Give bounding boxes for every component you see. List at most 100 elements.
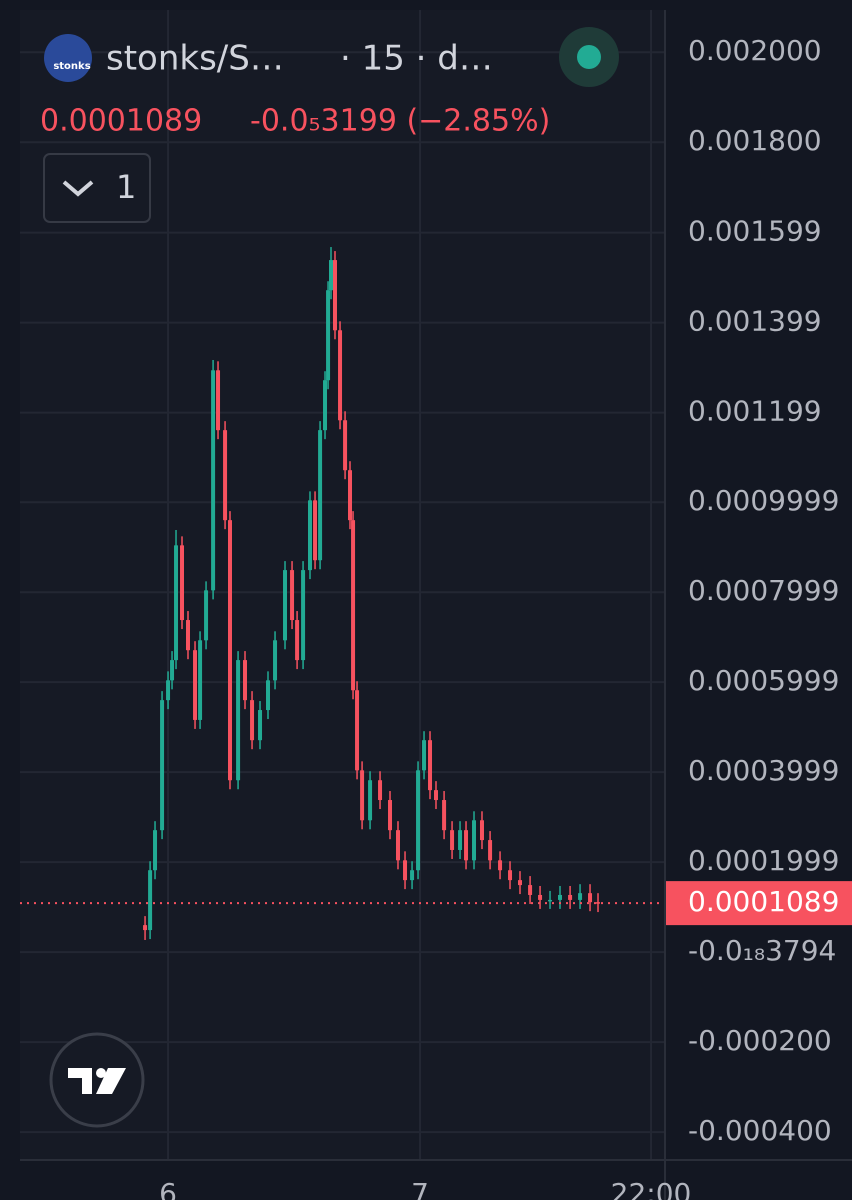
candle-body bbox=[204, 590, 209, 641]
candle-body bbox=[170, 660, 175, 681]
candle-body bbox=[422, 740, 427, 771]
candle-body bbox=[323, 380, 328, 431]
candle-body bbox=[458, 830, 463, 850]
candle-body bbox=[236, 660, 241, 781]
candle-body bbox=[416, 770, 421, 871]
candle-body bbox=[360, 770, 365, 821]
candle-body bbox=[160, 700, 165, 831]
y-tick-label: 0.002000 bbox=[688, 34, 822, 67]
x-tick-label: 7 bbox=[411, 1177, 429, 1200]
chevron-icon bbox=[62, 180, 94, 197]
candle-body bbox=[338, 330, 343, 421]
price-axis: 0.002000 0.001800 0.001599 0.001399 0.001199… bbox=[159, 34, 852, 1200]
candles bbox=[20, 247, 665, 940]
candle-body bbox=[301, 570, 306, 661]
x-tick-label: 6 bbox=[159, 1177, 177, 1200]
candle-body bbox=[368, 780, 373, 821]
y-tick-label: 0.001599 bbox=[688, 215, 822, 248]
indicator-count: 1 bbox=[116, 168, 136, 206]
candle-body bbox=[266, 680, 271, 711]
grid bbox=[20, 10, 852, 1161]
candle-body bbox=[428, 740, 433, 791]
y-tick-label: 0.0005999 bbox=[688, 664, 839, 697]
candle-body bbox=[295, 620, 300, 661]
symbol[interactable]: stonks/S… bbox=[106, 39, 284, 79]
candle-body bbox=[568, 894, 573, 900]
candle-body bbox=[558, 894, 563, 900]
x-tick-label: 22:00 bbox=[611, 1177, 692, 1200]
y-tick-label: 0.0001999 bbox=[688, 844, 839, 877]
candle-body bbox=[273, 640, 278, 681]
candle-body bbox=[258, 710, 263, 741]
candle-body bbox=[148, 870, 153, 931]
candle-body bbox=[348, 470, 353, 521]
candle-body bbox=[355, 690, 360, 771]
candle-body bbox=[578, 893, 583, 900]
candle-body bbox=[588, 893, 593, 903]
candle-body bbox=[388, 800, 393, 831]
candle-body bbox=[250, 700, 255, 741]
candle-body bbox=[528, 885, 533, 895]
candle-body bbox=[153, 830, 158, 871]
candle-body bbox=[434, 790, 439, 801]
candle-body bbox=[308, 500, 313, 571]
y-tick-label: 0.001800 bbox=[688, 124, 822, 157]
y-tick-label: -0.000400 bbox=[688, 1114, 832, 1147]
candle-body bbox=[442, 800, 447, 831]
logo[interactable] bbox=[49, 1032, 145, 1128]
avatar bbox=[44, 34, 92, 82]
indicator-toggle[interactable] bbox=[43, 153, 151, 223]
candle-body bbox=[243, 660, 248, 701]
status-dot bbox=[577, 45, 601, 69]
candle-body bbox=[318, 430, 323, 561]
y-tick-label: 0.0003999 bbox=[688, 754, 839, 787]
candle-body bbox=[166, 680, 171, 701]
y-tick-label: 0.0009999 bbox=[688, 484, 839, 517]
y-tick-label: -0.000200 bbox=[688, 1024, 832, 1057]
candle-body bbox=[596, 902, 601, 904]
candle-body bbox=[227, 520, 232, 781]
candle-body bbox=[378, 780, 383, 801]
candle-body bbox=[488, 840, 493, 861]
candle-body bbox=[410, 870, 415, 881]
candle-body bbox=[479, 820, 484, 841]
header-price: 0.0001089 bbox=[40, 104, 202, 139]
candle-body bbox=[216, 370, 221, 431]
candle-body bbox=[472, 820, 477, 861]
candle-body bbox=[313, 500, 318, 561]
candle-body bbox=[180, 545, 185, 621]
avatar-text: stonks bbox=[53, 61, 90, 72]
candle-body bbox=[403, 860, 408, 881]
y-tick-label: 0.001199 bbox=[688, 395, 822, 428]
candle-body bbox=[464, 830, 469, 861]
candle-body bbox=[143, 925, 148, 931]
logo-mark bbox=[68, 1068, 126, 1094]
y-tick-label: 0.0007999 bbox=[688, 574, 839, 607]
candle-body bbox=[283, 570, 288, 641]
candle-body bbox=[193, 650, 198, 720]
candle-body bbox=[395, 830, 400, 861]
plot-area bbox=[20, 10, 665, 1160]
candle-body bbox=[498, 860, 503, 871]
last-price-label: 0.0001089 bbox=[688, 885, 839, 918]
candle-body bbox=[351, 520, 356, 691]
candle-body bbox=[211, 370, 216, 591]
candle-body bbox=[548, 899, 553, 902]
logo-dot bbox=[96, 1068, 106, 1078]
candle-body bbox=[185, 620, 190, 651]
candle-body bbox=[538, 894, 543, 900]
y-tick-label: -0.0₁₈3794 bbox=[688, 934, 836, 967]
candle-body bbox=[198, 640, 203, 720]
y-tick-label: 0.001399 bbox=[688, 305, 822, 338]
candle-body bbox=[326, 290, 331, 381]
candle-body bbox=[174, 545, 179, 661]
interval[interactable]: · 15 · d… bbox=[340, 39, 493, 79]
candle-body bbox=[508, 870, 513, 881]
candle-body bbox=[517, 880, 522, 886]
candle-body bbox=[332, 260, 337, 331]
candle-body bbox=[450, 830, 455, 850]
header-change: -0.0₅3199 (−2.85%) bbox=[250, 104, 550, 139]
candle-body bbox=[223, 430, 228, 521]
